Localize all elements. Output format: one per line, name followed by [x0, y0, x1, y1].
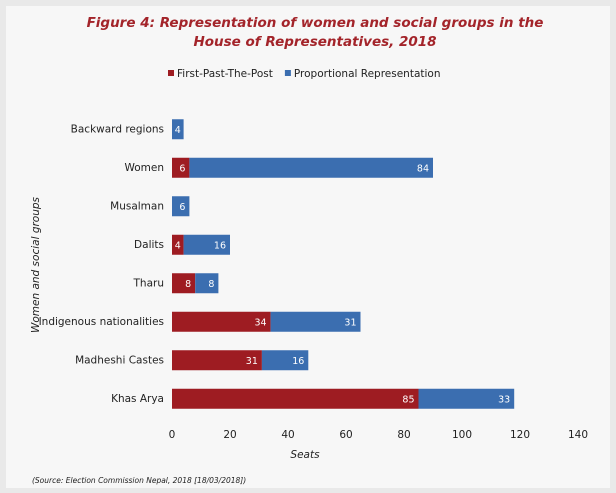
y-tick-label: Madheshi Castes [75, 354, 164, 366]
data-label: 8 [185, 279, 191, 290]
bar-segment [183, 234, 230, 255]
source-note: (Source: Election Commission Nepal, 2018… [32, 476, 246, 485]
y-tick-label: Backward regions [71, 123, 164, 135]
y-tick-label: Women [124, 162, 164, 174]
x-tick-label: 40 [281, 429, 294, 441]
x-tick-label: 60 [339, 429, 352, 441]
data-label: 8 [208, 279, 214, 290]
y-tick-label: Musalman [110, 200, 164, 212]
data-label: 31 [344, 317, 356, 328]
x-tick-label: 120 [510, 429, 530, 441]
bar-segment [172, 234, 184, 255]
legend-swatch [168, 70, 174, 76]
data-label: 6 [179, 202, 185, 213]
data-label: 31 [246, 356, 258, 367]
x-tick-label: 20 [223, 429, 236, 441]
bar-segment [172, 119, 184, 140]
y-tick-label: Indigenous nationalities [39, 316, 164, 328]
x-tick-label: 140 [568, 429, 588, 441]
bar-segment [172, 388, 419, 409]
bar-segment [172, 157, 190, 178]
chart-title: Figure 4: Representation of women and so… [86, 15, 544, 50]
data-label: 4 [175, 125, 181, 136]
x-tick-label: 0 [169, 429, 176, 441]
bar-segment [418, 388, 515, 409]
bar-segment [195, 273, 219, 294]
bar-segment [172, 273, 196, 294]
bar-segment [189, 157, 433, 178]
data-label: 16 [214, 240, 226, 251]
legend-label: Proportional Representation [294, 68, 441, 80]
bar-segment [261, 350, 309, 371]
x-axis-label: Seats [290, 449, 320, 461]
data-label: 6 [179, 163, 185, 174]
x-tick-label: 80 [397, 429, 410, 441]
x-tick-label: 100 [452, 429, 472, 441]
data-label: 33 [498, 394, 510, 405]
y-axis-label: Women and social groups [30, 196, 42, 333]
y-tick-label: Tharu [133, 277, 164, 289]
bar-segment [270, 311, 361, 332]
data-label: 84 [417, 163, 429, 174]
bar-segment [172, 311, 271, 332]
y-tick-label: Dalits [134, 239, 164, 251]
data-label: 34 [255, 317, 267, 328]
data-label: 16 [292, 356, 304, 367]
data-label: 4 [175, 240, 181, 251]
y-tick-label: Khas Arya [111, 393, 164, 405]
data-label: 85 [402, 394, 414, 405]
legend-swatch [284, 70, 291, 76]
bar-segment [172, 350, 262, 371]
legend-label: First-Past-The-Post [177, 68, 273, 80]
bar-segment [172, 196, 190, 217]
